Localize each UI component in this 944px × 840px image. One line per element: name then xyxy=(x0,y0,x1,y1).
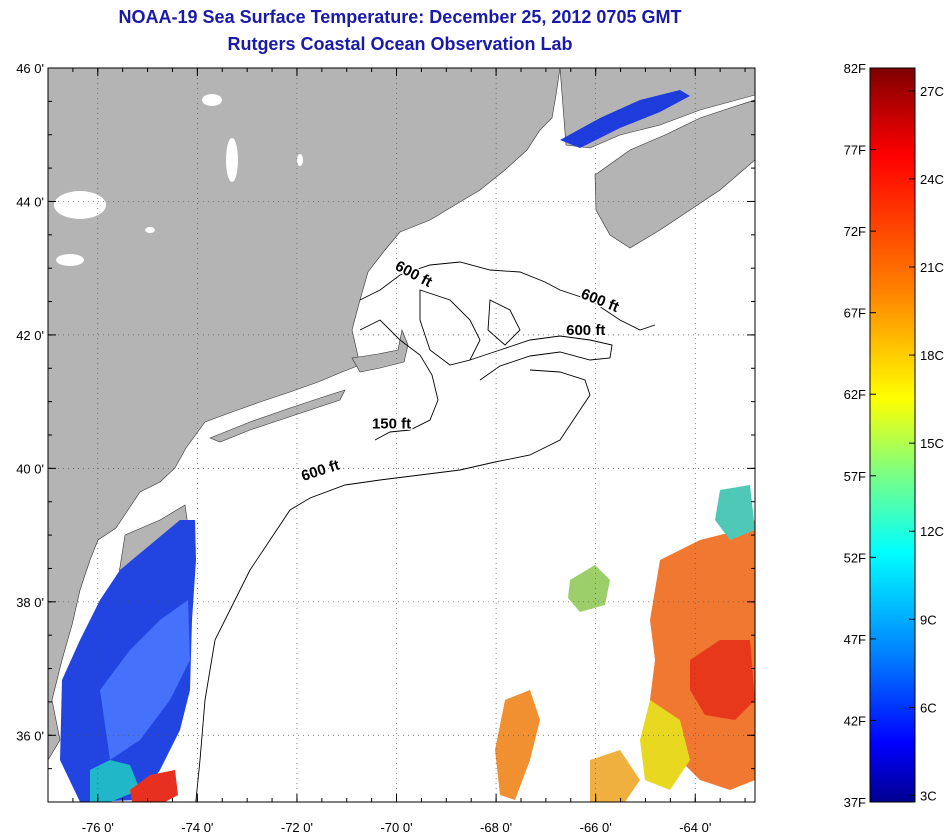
land-cape-cod xyxy=(351,328,409,373)
lon-tick-label: -76 0' xyxy=(82,820,114,835)
sst-gulf-stream-yellow xyxy=(640,700,690,790)
lat-tick-label: 46 0' xyxy=(16,61,44,76)
plot-frame xyxy=(47,67,756,803)
colorbar-c-label: 15C xyxy=(920,436,944,451)
colorbar-labels: 82F 77F 72F 67F 62F 57F 52F 47F 42F 37F 27C 24C 21C 1… xyxy=(844,61,944,810)
colorbar-c-label: 9C xyxy=(920,612,937,627)
colorbar-f-label: 72F xyxy=(844,224,866,239)
contour-600ft-georges xyxy=(469,335,613,381)
colorbar-c-label: 27C xyxy=(920,84,944,99)
sst-cape-hatteras-warm xyxy=(130,770,178,802)
colorbar-c-label: 21C xyxy=(920,260,944,275)
sst-patch-south-mid xyxy=(590,750,640,802)
lon-tick-label: -68 0' xyxy=(480,820,512,835)
colorbar xyxy=(869,67,916,803)
colorbar-c-label: 18C xyxy=(920,348,944,363)
sst-patch-green xyxy=(568,565,610,612)
land-long-island xyxy=(209,389,346,443)
colorbar-c-label: 3C xyxy=(920,788,937,803)
contour-label: 600 ft xyxy=(566,322,605,339)
contour-150ft xyxy=(359,319,439,441)
colorbar-f-label: 82F xyxy=(844,61,866,76)
colorbar-f-label: 42F xyxy=(844,713,866,728)
map-title: NOAA-19 Sea Surface Temperature: Decembe… xyxy=(0,4,800,58)
sst-bay-of-fundy xyxy=(560,90,690,148)
lat-tick-label: 40 0' xyxy=(16,461,44,476)
colorbar-f-label: 47F xyxy=(844,632,866,647)
colorbar-f-label: 37F xyxy=(844,795,866,810)
lat-tick-label: 44 0' xyxy=(16,194,44,209)
lon-tick-label: -72 0' xyxy=(281,820,313,835)
bathymetry-contours xyxy=(195,261,656,802)
sst-shelf-mid xyxy=(100,600,190,760)
sst-gulf-stream-red xyxy=(690,640,755,720)
lat-tick-label: 36 0' xyxy=(16,728,44,743)
contour-label-group: 600 ft xyxy=(565,320,607,340)
contour-gulf-inner-2 xyxy=(487,299,521,346)
colorbar-f-label: 67F xyxy=(844,306,866,321)
contour-600ft-gulf-of-maine xyxy=(359,261,656,331)
map-layers xyxy=(48,68,755,802)
colorbar-f-label: 52F xyxy=(844,550,866,565)
lon-tick-label: -70 0' xyxy=(380,820,412,835)
lon-tick-label: -64 0' xyxy=(679,820,711,835)
colorbar-f-label: 62F xyxy=(844,387,866,402)
sst-patch-south xyxy=(495,690,540,800)
colorbar-c-label: 24C xyxy=(920,172,944,187)
lon-tick-label: -66 0' xyxy=(580,820,612,835)
title-line-2: Rutgers Coastal Ocean Observation Lab xyxy=(227,34,573,54)
title-line-1: NOAA-19 Sea Surface Temperature: Decembe… xyxy=(118,7,682,27)
lon-tick-label: -74 0' xyxy=(181,820,213,835)
land-us-mainland xyxy=(48,68,561,761)
contour-600ft-shelf-break xyxy=(195,369,591,802)
axes: 46 0' 44 0' 42 0' 40 0' 38 0' 36 0' -76 0' -74 … xyxy=(16,61,755,835)
lat-tick-label: 42 0' xyxy=(16,328,44,343)
lakes xyxy=(54,94,303,266)
contour-label-group: 150 ft xyxy=(370,414,412,434)
sst-patch-northeast xyxy=(715,485,755,540)
land-nova-scotia xyxy=(594,99,755,249)
contour-label: 150 ft xyxy=(372,415,411,432)
sst-shelf-warm xyxy=(90,760,140,802)
colorbar-f-label: 57F xyxy=(844,469,866,484)
colorbar-c-label: 12C xyxy=(920,524,944,539)
lat-tick-label: 38 0' xyxy=(16,595,44,610)
colorbar-f-label: 77F xyxy=(844,143,866,158)
colorbar-c-label: 6C xyxy=(920,700,937,715)
contour-gulf-inner xyxy=(419,289,481,366)
